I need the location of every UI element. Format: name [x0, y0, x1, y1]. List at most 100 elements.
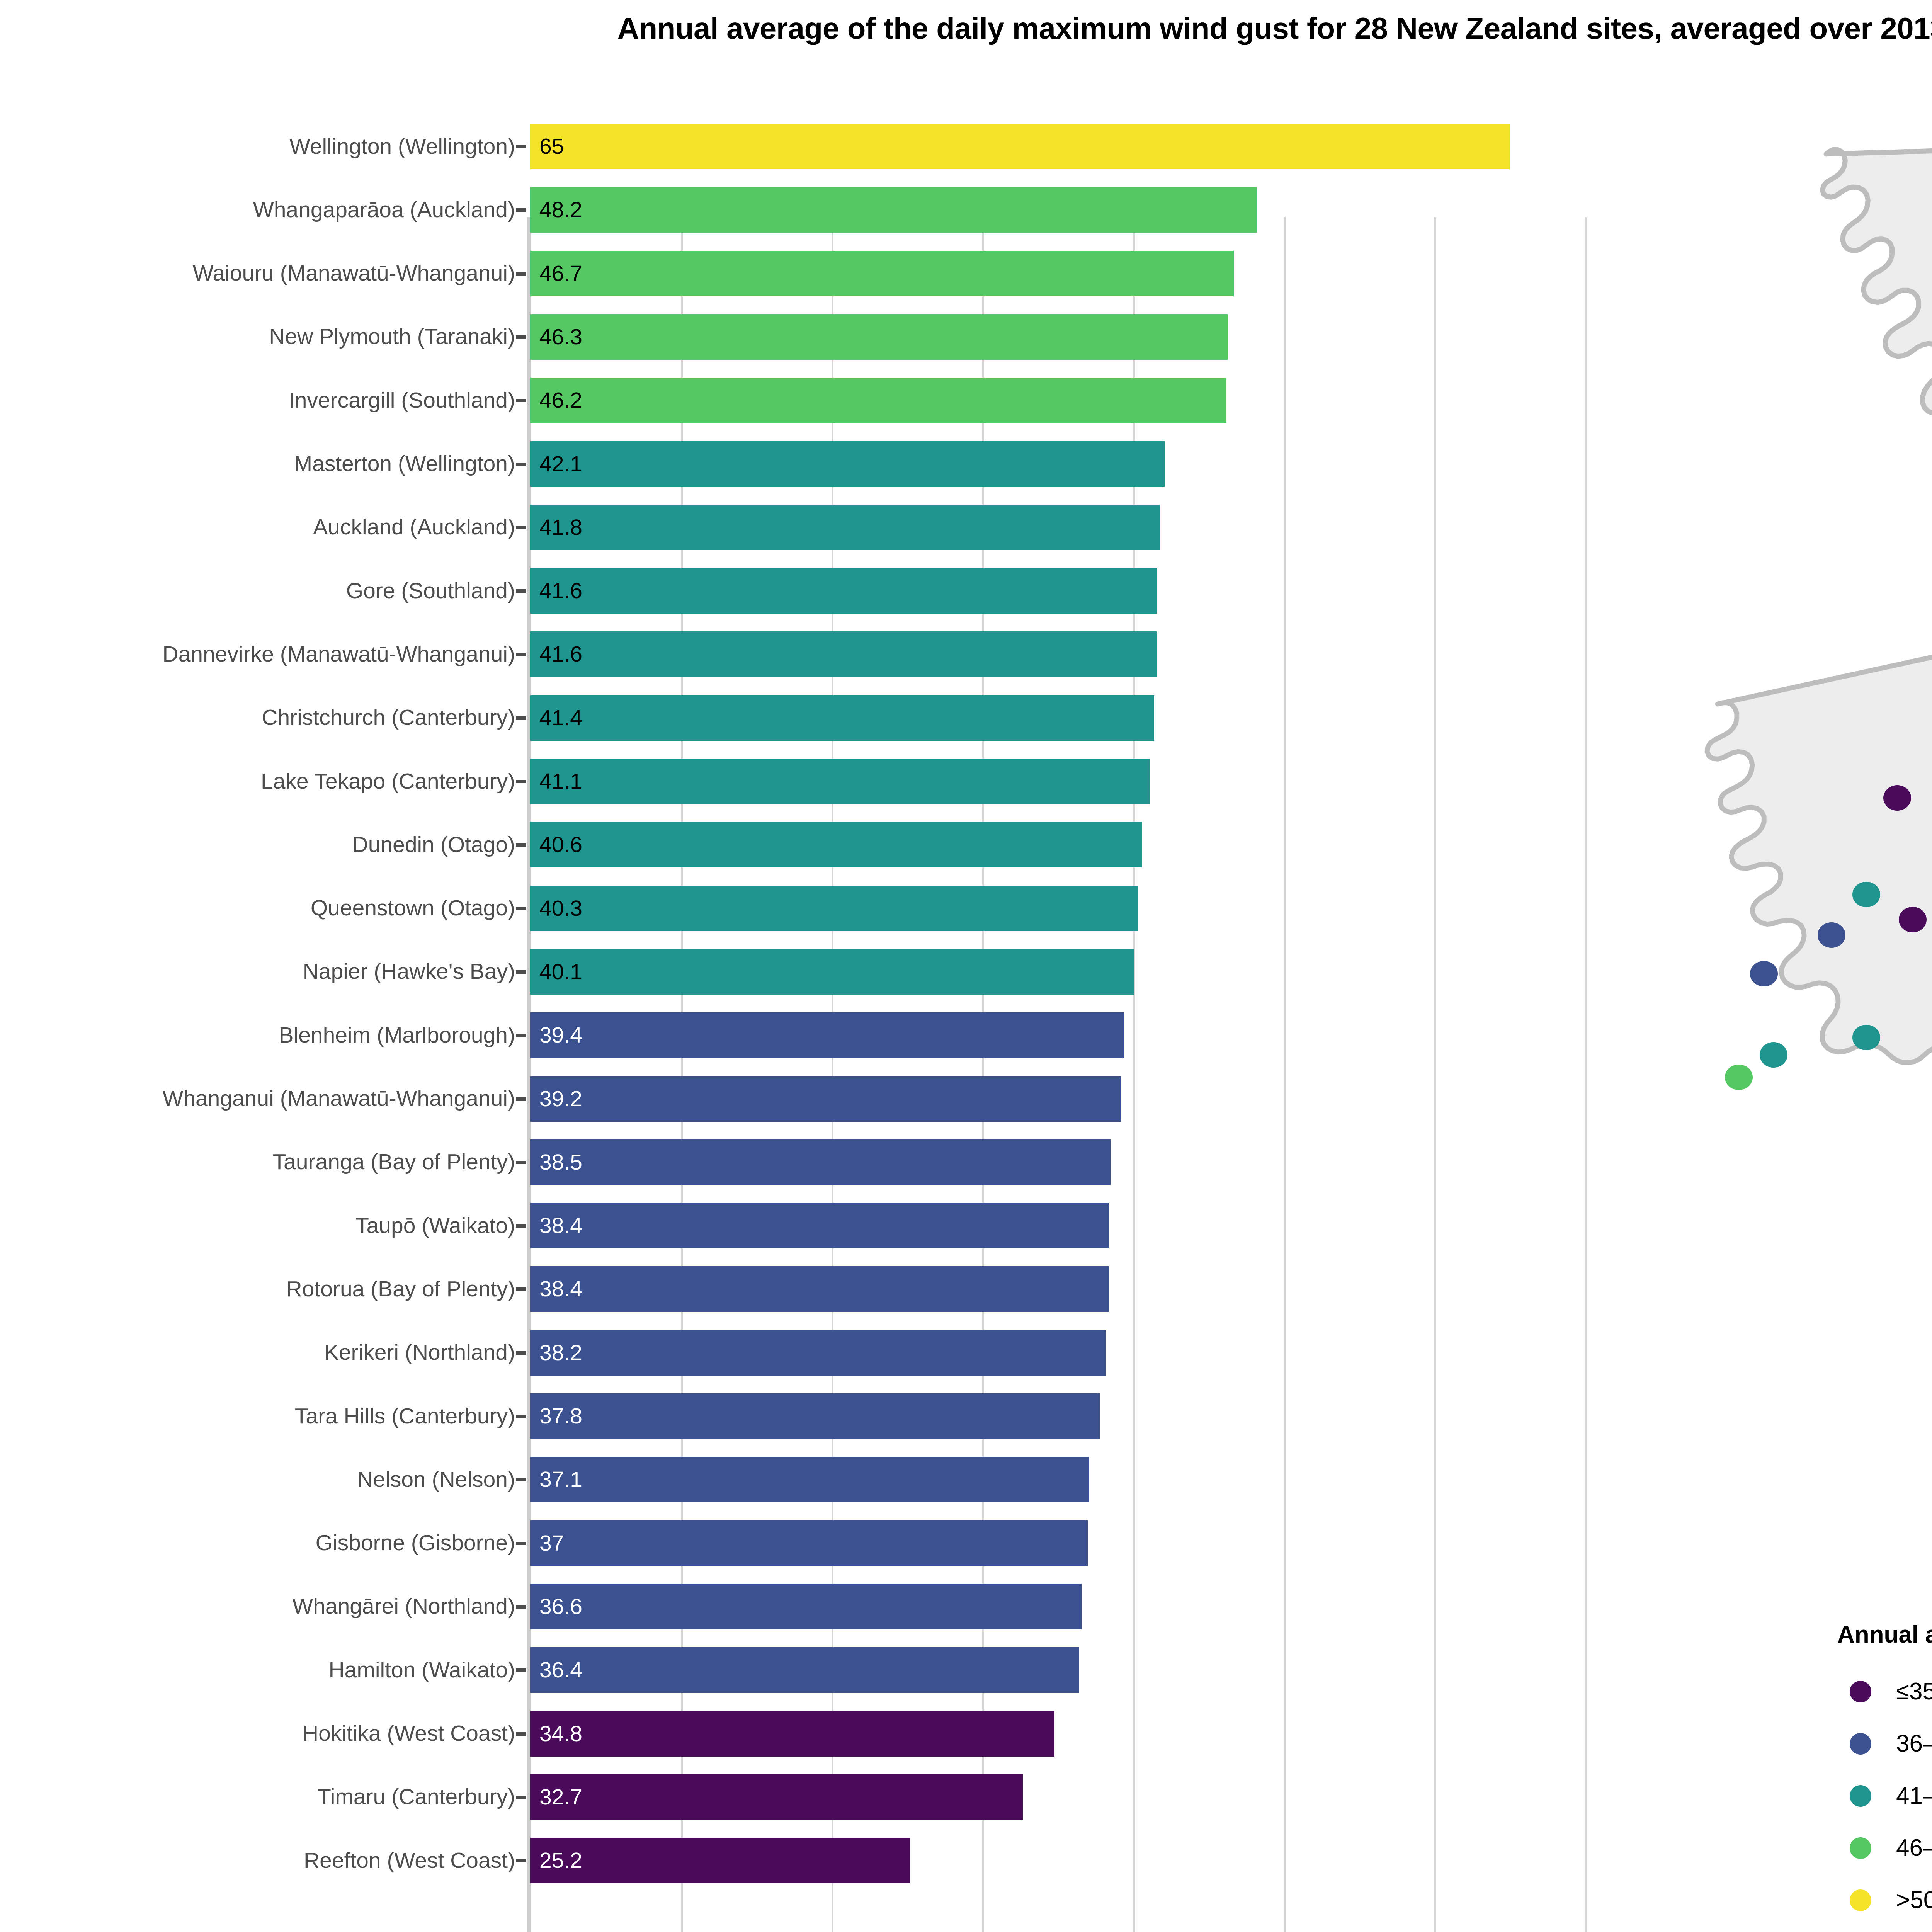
bar — [530, 314, 1228, 360]
map-station-dot[interactable] — [1750, 961, 1778, 986]
bar — [530, 504, 1160, 550]
map-station-dot[interactable] — [1852, 1025, 1880, 1050]
north-island-path — [1820, 147, 1932, 416]
bar-value-label: 65 — [539, 134, 564, 159]
bar-category-label: Hamilton (Waikato) — [328, 1657, 515, 1682]
y-axis-tick — [516, 843, 526, 847]
map-station-dot[interactable] — [1760, 1042, 1787, 1068]
gridline — [681, 217, 683, 1932]
bar-category-label: Timaru (Canterbury) — [318, 1784, 515, 1810]
y-axis-tick — [516, 589, 526, 593]
page-title: Annual average of the daily maximum wind… — [617, 11, 1932, 45]
bar-category-label: Dunedin (Otago) — [352, 832, 515, 857]
gridline — [982, 217, 984, 1932]
bar — [530, 1647, 1079, 1693]
bar-row: Hokitika (West Coast) 34.8 — [0, 1711, 1662, 1757]
bar-value-label: 25.2 — [539, 1848, 582, 1873]
gridline — [1133, 217, 1135, 1932]
legend-label: 46–50 — [1896, 1834, 1932, 1861]
map-station-dot[interactable] — [1818, 922, 1845, 948]
legend-item[interactable]: 41–45 — [1837, 1770, 1932, 1822]
legend-label: >50 — [1896, 1886, 1932, 1913]
bar-row: Lake Tekapo (Canterbury) 41.1 — [0, 759, 1662, 804]
bar — [530, 695, 1154, 741]
bar-value-label: 36.6 — [539, 1594, 582, 1619]
bar-value-label: 41.6 — [539, 642, 582, 667]
bar — [530, 441, 1165, 487]
y-axis-tick — [516, 1795, 526, 1799]
bar-row: Whangaparāoa (Auckland) 48.2 — [0, 187, 1662, 233]
bar-value-label: 38.5 — [539, 1150, 582, 1175]
bar-value-label: 37.8 — [539, 1404, 582, 1429]
gridline — [832, 217, 833, 1932]
bar — [530, 822, 1142, 868]
bar-row: Nelson (Nelson) 37.1 — [0, 1457, 1662, 1503]
bar — [530, 1266, 1109, 1312]
legend-items: ≤35 36–40 41–45 46–50 >50 — [1837, 1665, 1932, 1926]
map-station-dot[interactable] — [1725, 1065, 1753, 1090]
bar-row: Dunedin (Otago) 40.6 — [0, 822, 1662, 868]
bar-value-label: 37.1 — [539, 1467, 582, 1492]
map-legend: Annual average wind gust (km/h) ≤35 36–40… — [1837, 1623, 1932, 1926]
y-axis-tick — [516, 1287, 526, 1291]
bar — [530, 1203, 1109, 1249]
bar-category-label: Tauranga (Bay of Plenty) — [272, 1150, 515, 1175]
bar-row: Napier (Hawke's Bay) 40.1 — [0, 949, 1662, 995]
bar-category-label: Whangārei (Northland) — [292, 1594, 515, 1619]
bar-rows: Wellington (Wellington) 65 Whangaparāoa (A… — [0, 115, 1662, 1893]
legend-label: ≤35 — [1896, 1678, 1932, 1705]
bar — [530, 1139, 1111, 1185]
bar-category-label: Christchurch (Canterbury) — [262, 705, 515, 730]
bar-value-label: 38.4 — [539, 1213, 582, 1238]
y-axis-tick — [516, 1224, 526, 1228]
bar-row: Invercargill (Southland) 46.2 — [0, 378, 1662, 423]
y-axis-tick — [516, 1415, 526, 1418]
bar-row: Queenstown (Otago) 40.3 — [0, 885, 1662, 931]
bar-value-label: 38.4 — [539, 1277, 582, 1302]
bar — [530, 1838, 910, 1884]
bar-row: Christchurch (Canterbury) 41.4 — [0, 695, 1662, 741]
y-axis-tick — [516, 716, 526, 720]
bar-category-label: Invercargill (Southland) — [288, 388, 515, 413]
bar-category-label: Whangaparāoa (Auckland) — [253, 197, 515, 222]
legend-item[interactable]: ≤35 — [1837, 1665, 1932, 1718]
y-axis-tick — [516, 526, 526, 529]
y-axis-tick — [516, 1668, 526, 1672]
bar-category-label: Gisborne (Gisborne) — [315, 1531, 515, 1556]
bar-category-label: Kerikeri (Northland) — [324, 1340, 515, 1365]
y-axis-tick — [516, 653, 526, 656]
map-station-dot[interactable] — [1899, 907, 1927, 932]
map-station-dot[interactable] — [1883, 785, 1911, 811]
bar-category-label: Wellington (Wellington) — [289, 134, 515, 159]
bar — [530, 1457, 1089, 1503]
south-island-path — [1704, 655, 1932, 1065]
y-axis-tick — [516, 1351, 526, 1355]
legend-item[interactable]: 46–50 — [1837, 1822, 1932, 1874]
bar-value-label: 41.8 — [539, 515, 582, 540]
bar — [530, 949, 1134, 995]
bar-row: Whanganui (Manawatū-Whanganui) 39.2 — [0, 1076, 1662, 1122]
y-axis-tick — [516, 272, 526, 276]
bar — [530, 1583, 1082, 1629]
bar-value-label: 34.8 — [539, 1721, 582, 1746]
bar — [530, 631, 1157, 677]
legend-label: 36–40 — [1896, 1730, 1932, 1757]
legend-item[interactable]: 36–40 — [1837, 1718, 1932, 1770]
bar-category-label: Auckland (Auckland) — [313, 515, 515, 540]
bar-row: Taupō (Waikato) 38.4 — [0, 1203, 1662, 1249]
bar-value-label: 46.7 — [539, 261, 582, 286]
legend-color-dot-icon — [1850, 1733, 1871, 1755]
legend-item[interactable]: >50 — [1837, 1874, 1932, 1926]
map-svg — [1704, 147, 1932, 1090]
bar-value-label: 41.1 — [539, 769, 582, 794]
y-axis-tick — [516, 145, 526, 148]
y-axis-tick — [516, 208, 526, 212]
bar-row: Hamilton (Waikato) 36.4 — [0, 1647, 1662, 1693]
gridline — [1284, 217, 1286, 1932]
map-station-dot[interactable] — [1852, 882, 1880, 907]
y-axis-tick — [516, 970, 526, 974]
bar-category-label: Dannevirke (Manawatū-Whanganui) — [162, 641, 515, 667]
gridline — [1585, 217, 1587, 1932]
bar-category-label: Napier (Hawke's Bay) — [303, 959, 515, 984]
y-axis-tick — [516, 1859, 526, 1863]
